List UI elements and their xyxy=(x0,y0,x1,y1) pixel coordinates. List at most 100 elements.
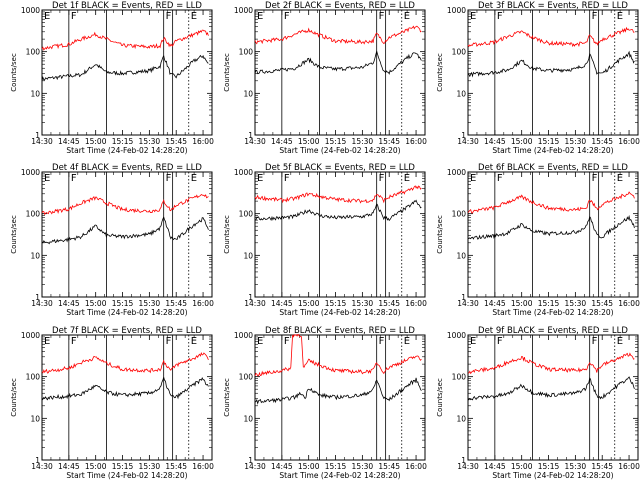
series-lld-line xyxy=(254,185,422,204)
x-tick-label: 15:00 xyxy=(511,462,533,471)
x-tick-label: 15:30 xyxy=(139,137,161,146)
y-tick-label: 10 xyxy=(30,251,40,260)
series-lld-line xyxy=(41,352,209,374)
y-tick-label: 1 xyxy=(461,456,466,465)
y-tick-label: 1000 xyxy=(447,6,466,15)
panel-det-2: Det 2f BLACK = Events, RED = LLD 1 10 100 10… xyxy=(223,1,427,155)
y-axis-label: Counts/sec xyxy=(10,53,18,92)
x-tick-label: 15:15 xyxy=(538,137,560,146)
y-tick-label: 10 xyxy=(456,251,466,260)
y-tick-label: 1000 xyxy=(21,168,40,177)
x-tick-label: 15:00 xyxy=(298,462,320,471)
series-lld-line xyxy=(254,334,422,377)
marker-label: E xyxy=(191,336,197,347)
x-tick-label: 15:30 xyxy=(565,137,587,146)
x-tick-label: 15:30 xyxy=(139,299,161,308)
panel-title: Det 7f BLACK = Events, RED = LLD xyxy=(52,326,202,336)
x-tick-label: 15:45 xyxy=(165,137,187,146)
x-tick-label: 15:00 xyxy=(298,299,320,308)
y-tick-label: 1000 xyxy=(21,6,40,15)
x-tick-label: 14:45 xyxy=(58,299,80,308)
marker-label: F xyxy=(284,11,290,22)
x-tick-label: 15:00 xyxy=(511,137,533,146)
plot-frame xyxy=(254,334,426,461)
panel-title: Det 3f BLACK = Events, RED = LLD xyxy=(478,1,628,11)
x-tick-label: 16:00 xyxy=(618,462,640,471)
x-tick-label: 14:30 xyxy=(31,137,53,146)
series-lld-line xyxy=(41,29,209,51)
marker-label: E xyxy=(257,173,263,184)
series-events-line xyxy=(467,50,635,78)
marker-label: E xyxy=(191,11,197,22)
marker-label: E xyxy=(470,173,476,184)
x-tick-label: 15:15 xyxy=(325,462,347,471)
x-tick-label: 15:30 xyxy=(352,137,374,146)
x-tick-label: 15:00 xyxy=(85,137,107,146)
panel-det-8: Det 8f BLACK = Events, RED = LLD 1 10 100 10… xyxy=(223,326,427,480)
panel-title: Det 4f BLACK = Events, RED = LLD xyxy=(52,163,202,173)
panel-title: Det 8f BLACK = Events, RED = LLD xyxy=(265,326,415,336)
marker-label: F xyxy=(71,173,77,184)
y-tick-label: 10 xyxy=(243,89,253,98)
x-tick-label: 15:30 xyxy=(352,299,374,308)
x-tick-label: 15:00 xyxy=(85,462,107,471)
marker-label: F xyxy=(166,173,172,184)
series-events-line xyxy=(254,199,422,222)
y-tick-label: 1 xyxy=(461,293,466,302)
marker-label: F xyxy=(379,173,385,184)
x-tick-label: 15:15 xyxy=(325,299,347,308)
y-tick-label: 10 xyxy=(456,414,466,423)
y-tick-label: 1000 xyxy=(447,168,466,177)
x-tick-label: 15:15 xyxy=(112,137,134,146)
marker-label: E xyxy=(617,11,623,22)
x-tick-label: 15:15 xyxy=(325,137,347,146)
panel-title: Det 1f BLACK = Events, RED = LLD xyxy=(52,1,202,11)
y-axis-label: Counts/sec xyxy=(10,215,18,254)
plot-frame xyxy=(254,9,426,136)
x-axis-label: Start Time (24-Feb-02 14:28:20) xyxy=(279,471,400,480)
x-tick-label: 16:00 xyxy=(618,137,640,146)
marker-label: E xyxy=(404,173,410,184)
x-tick-label: 15:00 xyxy=(511,299,533,308)
marker-label: F xyxy=(166,11,172,22)
x-tick-label: 14:30 xyxy=(244,462,266,471)
x-axis-label: Start Time (24-Feb-02 14:28:20) xyxy=(66,308,187,317)
x-tick-label: 14:30 xyxy=(244,299,266,308)
y-tick-label: 1000 xyxy=(447,331,466,340)
x-tick-label: 14:30 xyxy=(31,462,53,471)
x-tick-label: 14:45 xyxy=(271,462,293,471)
y-tick-label: 10 xyxy=(456,89,466,98)
y-tick-label: 1 xyxy=(35,131,40,140)
x-axis-label: Start Time (24-Feb-02 14:28:20) xyxy=(66,146,187,155)
y-tick-label: 1000 xyxy=(234,168,253,177)
plot-frame xyxy=(467,334,639,461)
panel-title: Det 9f BLACK = Events, RED = LLD xyxy=(478,326,628,336)
marker-label: F xyxy=(592,173,598,184)
x-tick-label: 15:30 xyxy=(139,462,161,471)
series-lld-line xyxy=(467,26,635,48)
plot-frame xyxy=(467,9,639,136)
series-events-line xyxy=(41,375,209,401)
marker-label: F xyxy=(71,336,77,347)
x-tick-label: 15:00 xyxy=(298,137,320,146)
x-tick-label: 15:30 xyxy=(352,462,374,471)
y-tick-label: 100 xyxy=(26,48,41,57)
x-tick-label: 14:30 xyxy=(457,462,479,471)
series-lld-line xyxy=(467,191,635,214)
x-tick-label: 16:00 xyxy=(192,137,214,146)
x-tick-label: 14:30 xyxy=(457,299,479,308)
x-tick-label: 15:45 xyxy=(378,462,400,471)
x-tick-label: 14:45 xyxy=(484,462,506,471)
panel-det-6: Det 6f BLACK = Events, RED = LLD 1 10 100 10… xyxy=(436,163,640,317)
panel-title: Det 6f BLACK = Events, RED = LLD xyxy=(478,163,628,173)
y-axis-label: Counts/sec xyxy=(436,378,444,417)
x-tick-label: 15:45 xyxy=(591,299,613,308)
y-tick-label: 100 xyxy=(452,48,467,57)
x-tick-label: 15:15 xyxy=(112,299,134,308)
marker-label: F xyxy=(497,336,503,347)
x-axis-label: Start Time (24-Feb-02 14:28:20) xyxy=(66,471,187,480)
series-lld-line xyxy=(254,25,422,45)
y-tick-label: 1 xyxy=(35,293,40,302)
panel-det-7: Det 7f BLACK = Events, RED = LLD 1 10 100 10… xyxy=(10,326,214,480)
